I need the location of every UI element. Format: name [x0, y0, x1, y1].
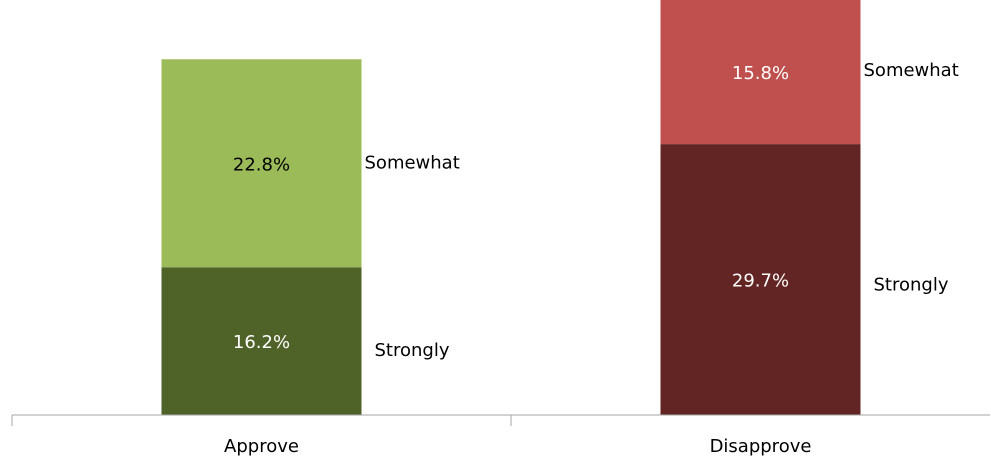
x-axis — [11, 414, 990, 426]
series-label-approve-somewhat: Somewhat — [365, 152, 460, 173]
bar-approve-somewhat — [161, 59, 362, 268]
bar-approve-strongly — [161, 267, 362, 415]
series-label-disapprove-somewhat: Somewhat — [864, 60, 959, 81]
x-tick-label-approve: Approve — [224, 436, 299, 457]
x-tick-label-disapprove: Disapprove — [710, 436, 812, 457]
bars-layer — [161, 0, 861, 415]
bar-disapprove-somewhat — [660, 0, 861, 145]
series-label-approve-strongly: Strongly — [375, 340, 450, 361]
data-label-disapprove-somewhat: 15.8% — [732, 63, 789, 84]
data-label-approve-somewhat: 22.8% — [233, 154, 290, 175]
data-label-disapprove-strongly: 29.7% — [732, 271, 789, 292]
labels-layer: 16.2% Strongly 22.8% Somewhat Approve 29.7% St… — [224, 60, 959, 457]
bar-disapprove-strongly — [660, 144, 861, 415]
data-label-approve-strongly: 16.2% — [233, 332, 290, 353]
series-label-disapprove-strongly: Strongly — [874, 275, 949, 296]
